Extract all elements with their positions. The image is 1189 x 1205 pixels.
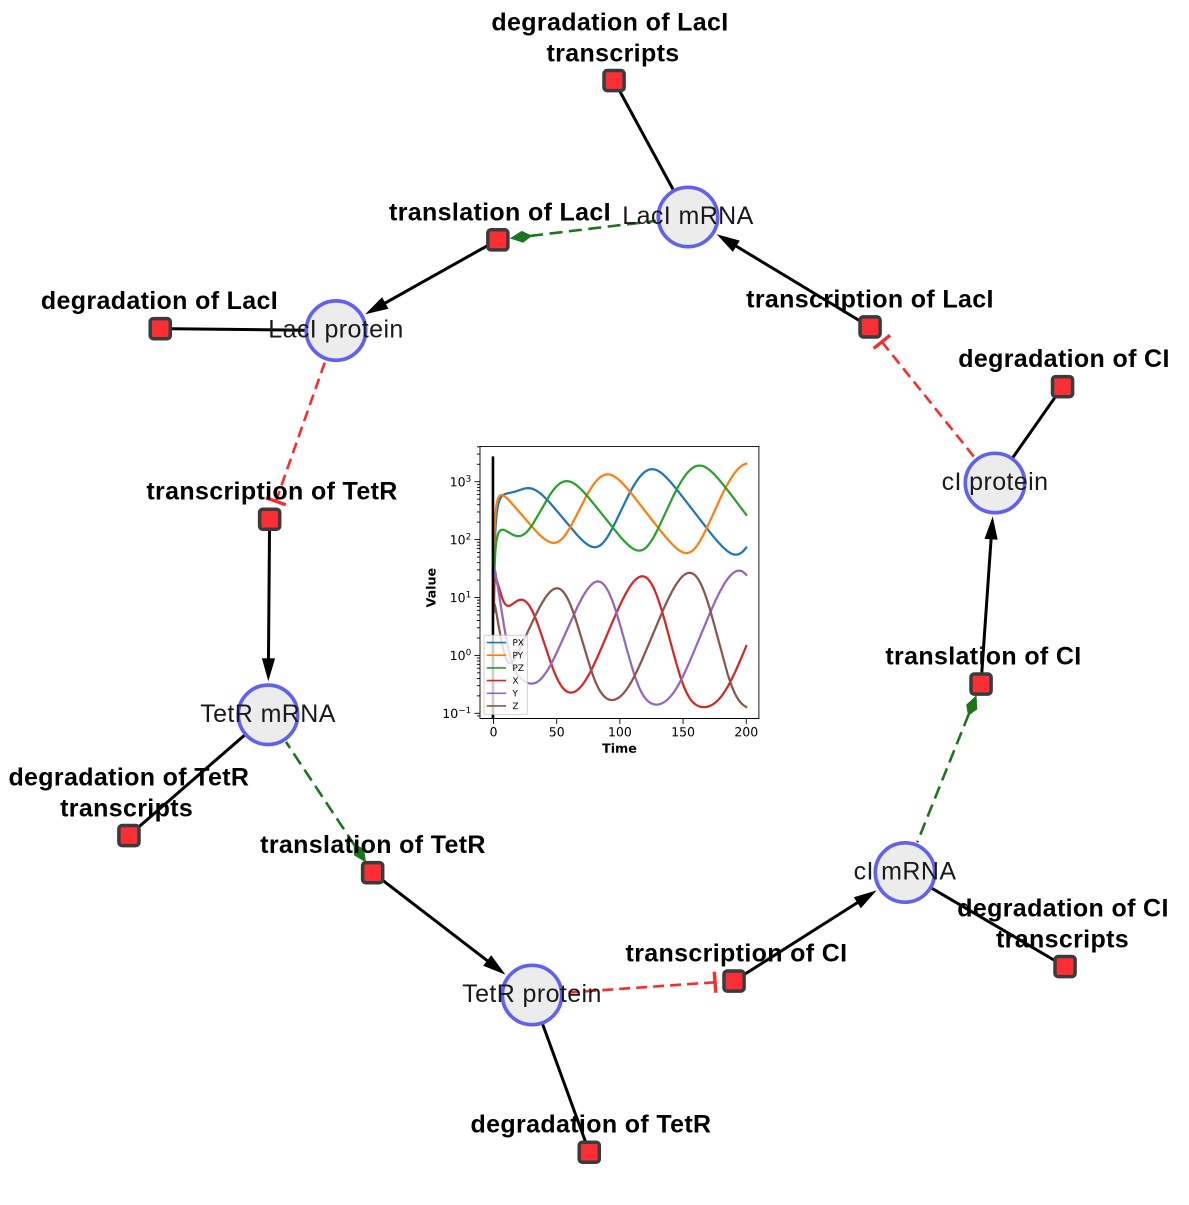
svg-text:TetR protein: TetR protein: [462, 980, 602, 1008]
svg-text:degradation of LacI: degradation of LacI: [41, 287, 278, 315]
svg-text:translation of TetR: translation of TetR: [260, 831, 486, 859]
svg-text:transcripts: transcripts: [546, 40, 679, 68]
svg-text:translation of CI: translation of CI: [885, 643, 1081, 671]
svg-text:degradation of CI: degradation of CI: [957, 895, 1169, 923]
svg-text:degradation of TetR: degradation of TetR: [8, 764, 249, 792]
svg-text:transcripts: transcripts: [996, 926, 1129, 954]
svg-text:transcripts: transcripts: [60, 795, 193, 823]
svg-text:translation of LacI: translation of LacI: [389, 198, 611, 226]
svg-text:cI protein: cI protein: [942, 468, 1049, 496]
svg-text:degradation of TetR: degradation of TetR: [471, 1111, 712, 1139]
svg-text:degradation of LacI: degradation of LacI: [491, 9, 728, 37]
svg-text:LacI mRNA: LacI mRNA: [622, 202, 753, 230]
svg-text:transcription of LacI: transcription of LacI: [746, 286, 994, 314]
svg-text:TetR mRNA: TetR mRNA: [200, 700, 336, 728]
svg-text:cI mRNA: cI mRNA: [854, 858, 957, 886]
svg-text:degradation of CI: degradation of CI: [958, 345, 1170, 373]
svg-text:transcription of CI: transcription of CI: [626, 940, 848, 968]
svg-text:LacI protein: LacI protein: [268, 316, 403, 344]
svg-text:transcription of TetR: transcription of TetR: [146, 478, 397, 506]
